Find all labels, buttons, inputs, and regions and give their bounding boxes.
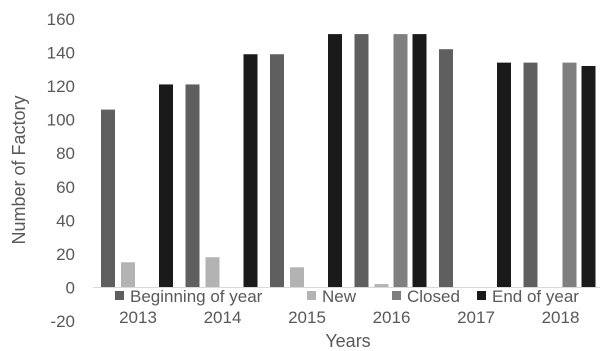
bar: [374, 284, 389, 288]
bar: [270, 54, 284, 288]
bar: [497, 62, 511, 288]
bar: [523, 62, 538, 288]
y-tick-label: 100: [47, 111, 75, 130]
y-tick-label: 120: [47, 77, 75, 96]
x-tick-label: 2015: [288, 308, 326, 327]
x-tick-label: 2013: [119, 308, 157, 327]
legend-swatch: [392, 291, 401, 300]
y-tick-label: -20: [50, 312, 75, 331]
y-tick-label: 40: [56, 211, 75, 230]
legend-label: Beginning of year: [130, 287, 263, 306]
y-axis-ticks: -20 0 20 40 60 80 100 120 140 160: [47, 10, 75, 331]
x-axis-ticks: 2013 2014 2015 2016 2017 2018: [119, 308, 579, 327]
y-tick-label: 0: [66, 278, 75, 297]
bar: [562, 62, 577, 288]
bars: [101, 34, 596, 288]
legend-label: New: [322, 287, 357, 306]
bar: [439, 49, 453, 288]
x-tick-label: 2016: [373, 308, 411, 327]
legend-swatch: [307, 291, 316, 300]
bar: [205, 257, 220, 288]
y-tick-label: 80: [56, 144, 75, 163]
bar: [393, 34, 408, 288]
legend: Beginning of year New Closed End of year: [115, 287, 579, 306]
bar: [290, 267, 304, 288]
legend-swatch: [477, 291, 486, 300]
bar: [185, 84, 200, 288]
bar: [121, 262, 135, 288]
legend-swatch: [115, 291, 124, 300]
bar: [243, 54, 258, 288]
bar: [328, 34, 342, 288]
y-tick-label: 20: [56, 245, 75, 264]
y-tick-label: 160: [47, 10, 75, 29]
bar: [412, 34, 427, 288]
bar: [581, 65, 596, 288]
bar: [354, 34, 369, 288]
x-tick-label: 2017: [457, 308, 495, 327]
y-tick-label: 140: [47, 44, 75, 63]
x-axis-title: Years: [325, 331, 370, 351]
x-tick-label: 2014: [204, 308, 242, 327]
y-axis-title: Number of Factory: [9, 95, 29, 244]
legend-label: End of year: [492, 287, 579, 306]
bar: [159, 84, 173, 288]
y-tick-label: 60: [56, 178, 75, 197]
legend-label: Closed: [407, 287, 460, 306]
bar: [101, 109, 115, 288]
x-tick-label: 2018: [542, 308, 580, 327]
